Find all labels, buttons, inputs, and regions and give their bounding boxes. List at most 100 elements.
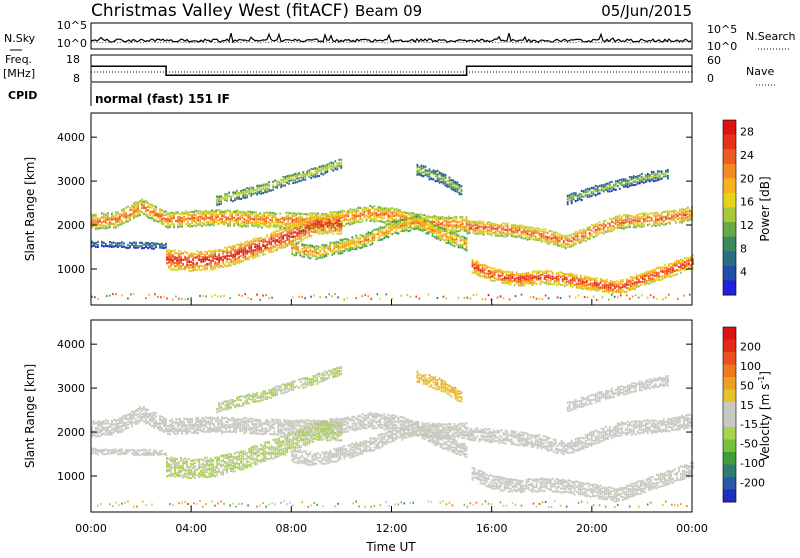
echo-cell [330, 214, 332, 216]
echo-cell [113, 245, 115, 247]
echo-cell [657, 215, 659, 217]
echo-cell [326, 171, 328, 173]
echo-cell [159, 243, 161, 245]
echo-cell [236, 257, 238, 259]
echo-cell [372, 206, 374, 208]
echo-cell [125, 418, 127, 420]
echo-cell [486, 265, 488, 267]
echo-cell [492, 280, 494, 282]
echo-cell [491, 228, 493, 230]
echo-cell [93, 245, 95, 247]
echo-cell [207, 221, 209, 223]
echo-cell [190, 261, 192, 263]
echo-cell [654, 279, 656, 281]
echo-cell [561, 234, 563, 236]
echo-cell [649, 174, 651, 176]
echo-cell [214, 251, 216, 253]
echo-cell [115, 293, 117, 295]
echo-cell [320, 168, 322, 170]
echo-cell [175, 430, 177, 432]
echo-cell [179, 418, 181, 420]
echo-cell [446, 238, 448, 240]
echo-cell [266, 244, 268, 246]
echo-cell [633, 184, 635, 186]
echo-cell [257, 214, 259, 216]
echo-cell [548, 274, 550, 276]
echo-cell [621, 216, 623, 218]
echo-cell [193, 430, 195, 432]
echo-cell [286, 175, 288, 177]
echo-cell [322, 218, 324, 220]
echo-cell [331, 251, 333, 253]
echo-cell [228, 255, 230, 257]
echo-cell [99, 421, 101, 423]
echo-cell [362, 235, 364, 237]
echo-cell [268, 188, 270, 190]
echo-cell [266, 241, 268, 243]
echo-cell [517, 225, 519, 227]
echo-cell [153, 417, 155, 419]
echo-cell [249, 215, 251, 217]
echo-cell [109, 217, 111, 219]
echo-cell [182, 252, 184, 254]
echo-cell [328, 227, 330, 229]
echo-cell [153, 211, 155, 213]
echo-cell [421, 167, 423, 169]
echo-cell [298, 177, 300, 179]
echo-cell [139, 417, 141, 419]
echo-cell [218, 249, 220, 251]
echo-cell [638, 297, 640, 299]
echo-cell [180, 265, 182, 267]
colorbar-cell [723, 149, 736, 164]
echo-cell [384, 212, 386, 214]
echo-cell [514, 278, 516, 280]
echo-cell [195, 213, 197, 215]
echo-cell [181, 431, 183, 433]
echo-cell [174, 268, 176, 270]
echo-cell [105, 213, 107, 215]
echo-cell [489, 230, 491, 232]
echo-cell [285, 223, 287, 225]
echo-cell [284, 181, 286, 183]
colorbar-cell [723, 222, 736, 237]
echo-cell [313, 246, 315, 248]
echo-cell [349, 208, 351, 210]
echo-cell [649, 216, 651, 218]
echo-cell [336, 228, 338, 230]
echo-cell [295, 247, 297, 249]
echo-cell [410, 212, 412, 214]
echo-cell [291, 241, 293, 243]
echo-cell [417, 166, 419, 168]
echo-cell [521, 227, 523, 229]
power-ylabel: Slant Range [km] [23, 157, 37, 261]
echo-cell [642, 273, 644, 275]
echo-cell [270, 233, 272, 235]
echo-cell [635, 214, 637, 216]
echo-cell [380, 213, 382, 215]
echo-cell [229, 210, 231, 212]
echo-cell [441, 174, 443, 176]
echo-cell [139, 200, 141, 202]
echo-cell [147, 244, 149, 246]
echo-cell [252, 249, 254, 251]
echo-cell [418, 226, 420, 228]
echo-cell [446, 217, 448, 219]
echo-cell [222, 263, 224, 265]
echo-cell [236, 262, 238, 264]
echo-cell [188, 254, 190, 256]
echo-cell [585, 189, 587, 191]
echo-cell [226, 255, 228, 257]
echo-cell [220, 265, 222, 267]
echo-cell [559, 233, 561, 235]
echo-cell [493, 227, 495, 229]
echo-cell [195, 428, 197, 430]
echo-cell [97, 220, 99, 222]
echo-cell [646, 271, 648, 273]
echo-cell [198, 257, 200, 259]
echo-cell [596, 286, 598, 288]
echo-cell [316, 230, 318, 232]
echo-cell [442, 230, 444, 232]
echo-cell [336, 168, 338, 170]
echo-cell [541, 241, 543, 243]
echo-cell [175, 428, 177, 430]
